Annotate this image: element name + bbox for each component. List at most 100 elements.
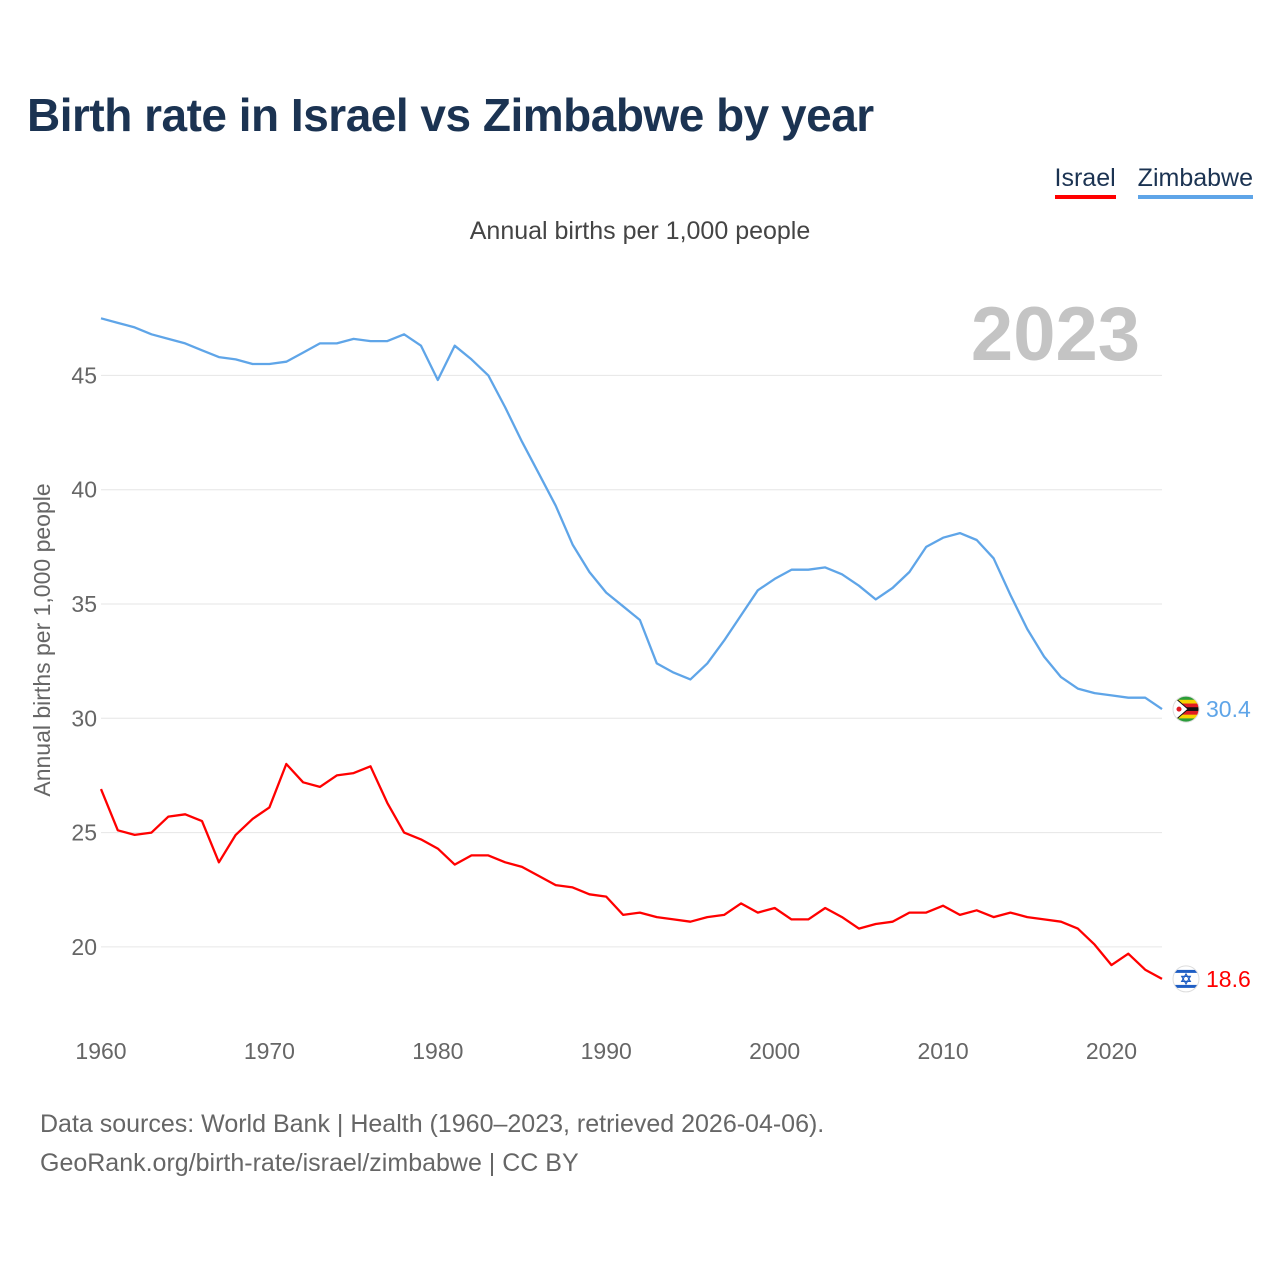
data-point-zimbabwe[interactable] <box>603 590 609 596</box>
data-point-israel[interactable] <box>704 914 710 920</box>
data-point-zimbabwe[interactable] <box>233 356 239 362</box>
data-point-zimbabwe[interactable] <box>755 587 761 593</box>
data-point-israel[interactable] <box>132 832 138 838</box>
data-point-zimbabwe[interactable] <box>738 612 744 618</box>
data-point-zimbabwe[interactable] <box>1024 626 1030 632</box>
data-point-israel[interactable] <box>620 912 626 918</box>
data-point-israel[interactable] <box>856 926 862 932</box>
data-point-zimbabwe[interactable] <box>1075 686 1081 692</box>
data-point-israel[interactable] <box>115 827 121 833</box>
data-point-israel[interactable] <box>418 836 424 842</box>
data-point-zimbabwe[interactable] <box>991 555 997 561</box>
data-point-zimbabwe[interactable] <box>1125 695 1131 701</box>
data-point-israel[interactable] <box>654 914 660 920</box>
data-point-israel[interactable] <box>873 921 879 927</box>
data-point-israel[interactable] <box>469 852 475 858</box>
data-point-zimbabwe[interactable] <box>1007 592 1013 598</box>
data-point-zimbabwe[interactable] <box>149 331 155 337</box>
data-point-israel[interactable] <box>317 784 323 790</box>
data-point-israel[interactable] <box>1092 942 1098 948</box>
data-point-israel[interactable] <box>637 910 643 916</box>
data-point-zimbabwe[interactable] <box>334 340 340 346</box>
data-point-zimbabwe[interactable] <box>469 356 475 362</box>
series-line-zimbabwe[interactable] <box>100 317 1163 711</box>
data-point-israel[interactable] <box>485 852 491 858</box>
footer-link[interactable]: GeoRank.org/birth-rate/israel/zimbabwe |… <box>40 1149 579 1177</box>
data-point-israel[interactable] <box>1125 951 1131 957</box>
data-point-zimbabwe[interactable] <box>923 544 929 550</box>
data-point-zimbabwe[interactable] <box>115 320 121 326</box>
data-point-israel[interactable] <box>940 903 946 909</box>
data-point-zimbabwe[interactable] <box>165 336 171 342</box>
data-point-zimbabwe[interactable] <box>620 603 626 609</box>
data-point-zimbabwe[interactable] <box>435 377 441 383</box>
data-point-israel[interactable] <box>165 814 171 820</box>
data-point-zimbabwe[interactable] <box>283 359 289 365</box>
data-point-zimbabwe[interactable] <box>502 404 508 410</box>
data-point-israel[interactable] <box>536 873 542 879</box>
data-point-israel[interactable] <box>1142 967 1148 973</box>
data-point-israel[interactable] <box>283 761 289 767</box>
data-point-zimbabwe[interactable] <box>519 439 525 445</box>
data-point-zimbabwe[interactable] <box>788 567 794 573</box>
data-point-zimbabwe[interactable] <box>906 569 912 575</box>
data-point-israel[interactable] <box>1007 910 1013 916</box>
data-point-zimbabwe[interactable] <box>890 585 896 591</box>
data-point-israel[interactable] <box>502 859 508 865</box>
data-point-israel[interactable] <box>149 830 155 836</box>
data-point-zimbabwe[interactable] <box>1108 692 1114 698</box>
data-point-zimbabwe[interactable] <box>553 503 559 509</box>
data-point-israel[interactable] <box>300 779 306 785</box>
data-point-israel[interactable] <box>687 919 693 925</box>
data-point-israel[interactable] <box>839 914 845 920</box>
data-point-israel[interactable] <box>401 830 407 836</box>
data-point-zimbabwe[interactable] <box>586 569 592 575</box>
data-point-israel[interactable] <box>1108 962 1114 968</box>
data-point-zimbabwe[interactable] <box>1142 695 1148 701</box>
data-point-zimbabwe[interactable] <box>822 564 828 570</box>
data-point-zimbabwe[interactable] <box>1159 706 1165 712</box>
data-point-israel[interactable] <box>384 800 390 806</box>
data-point-israel[interactable] <box>1041 916 1047 922</box>
data-point-israel[interactable] <box>1075 926 1081 932</box>
data-point-israel[interactable] <box>890 919 896 925</box>
data-point-israel[interactable] <box>1024 914 1030 920</box>
data-point-israel[interactable] <box>738 900 744 906</box>
data-point-zimbabwe[interactable] <box>1041 654 1047 660</box>
data-point-israel[interactable] <box>721 912 727 918</box>
data-point-israel[interactable] <box>334 772 340 778</box>
data-point-israel[interactable] <box>233 832 239 838</box>
data-point-zimbabwe[interactable] <box>1092 690 1098 696</box>
data-point-zimbabwe[interactable] <box>570 542 576 548</box>
data-point-israel[interactable] <box>906 910 912 916</box>
data-point-zimbabwe[interactable] <box>384 338 390 344</box>
data-point-israel[interactable] <box>822 905 828 911</box>
data-point-zimbabwe[interactable] <box>452 343 458 349</box>
data-point-zimbabwe[interactable] <box>940 535 946 541</box>
data-point-israel[interactable] <box>182 811 188 817</box>
data-point-zimbabwe[interactable] <box>687 676 693 682</box>
data-point-israel[interactable] <box>98 786 104 792</box>
data-point-zimbabwe[interactable] <box>654 660 660 666</box>
data-point-israel[interactable] <box>1159 976 1165 982</box>
data-point-israel[interactable] <box>570 884 576 890</box>
data-point-zimbabwe[interactable] <box>250 361 256 367</box>
data-point-israel[interactable] <box>216 859 222 865</box>
data-point-israel[interactable] <box>367 763 373 769</box>
data-point-zimbabwe[interactable] <box>772 576 778 582</box>
data-point-israel[interactable] <box>772 905 778 911</box>
data-point-zimbabwe[interactable] <box>266 361 272 367</box>
data-point-zimbabwe[interactable] <box>317 340 323 346</box>
data-point-zimbabwe[interactable] <box>98 315 104 321</box>
data-point-zimbabwe[interactable] <box>485 372 491 378</box>
data-point-israel[interactable] <box>991 914 997 920</box>
legend-item-zimbabwe[interactable]: Zimbabwe <box>1137 164 1253 199</box>
data-point-zimbabwe[interactable] <box>536 471 542 477</box>
data-point-israel[interactable] <box>957 912 963 918</box>
data-point-israel[interactable] <box>805 916 811 922</box>
data-point-israel[interactable] <box>435 846 441 852</box>
data-point-zimbabwe[interactable] <box>1058 674 1064 680</box>
data-point-zimbabwe[interactable] <box>839 571 845 577</box>
data-point-zimbabwe[interactable] <box>974 537 980 543</box>
data-point-israel[interactable] <box>755 910 761 916</box>
